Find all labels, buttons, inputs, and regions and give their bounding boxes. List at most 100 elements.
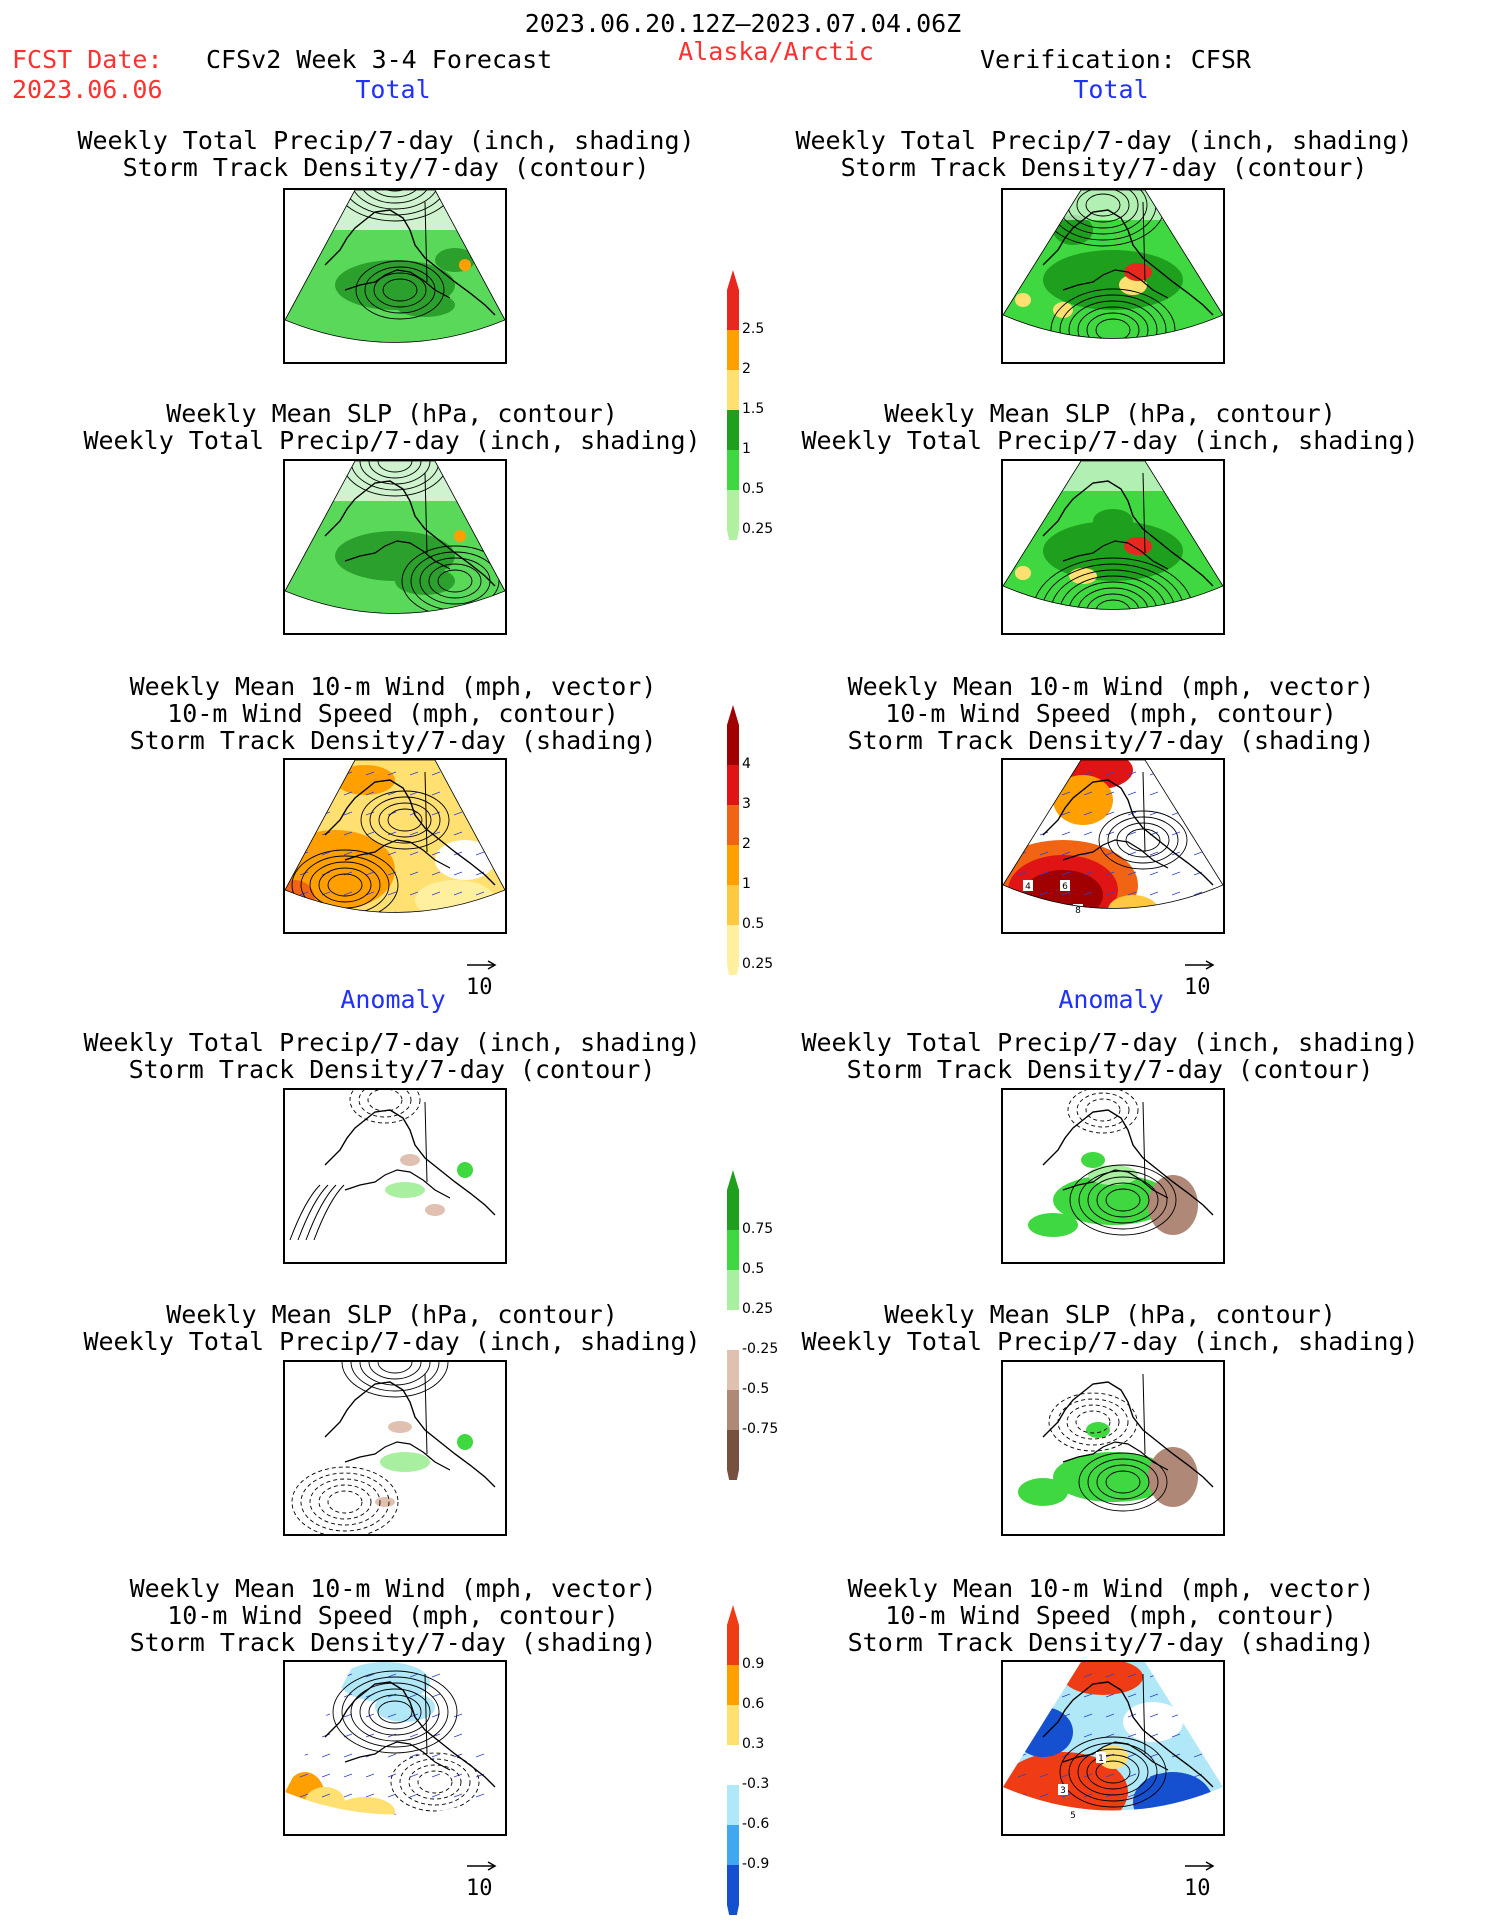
wind-vector xyxy=(453,831,463,836)
wind-vector xyxy=(1127,1773,1137,1778)
shading-region xyxy=(395,293,455,317)
contour-line xyxy=(300,1472,390,1532)
wind-vector xyxy=(1105,771,1115,776)
wind-vector xyxy=(409,1773,419,1778)
shading-region xyxy=(1043,521,1183,581)
panel-title: Weekly Mean SLP (hPa, contour) Weekly Tot… xyxy=(801,399,1419,455)
colorbar-swatch xyxy=(727,925,739,965)
wind-vector xyxy=(1061,1713,1071,1718)
wind-vector xyxy=(1172,1814,1180,1817)
wind-vector xyxy=(1106,912,1114,915)
wind-vector xyxy=(299,891,309,896)
wind-vector xyxy=(387,1793,397,1798)
shading-region xyxy=(388,1421,412,1433)
wind-vector xyxy=(453,1813,463,1815)
map-boundary xyxy=(285,190,505,343)
panel-title: Weekly Total Precip/7-day (inch, shading… xyxy=(83,1028,701,1084)
border-line xyxy=(1142,1101,1146,1183)
wind-vector xyxy=(431,1673,441,1678)
colorbar-tick-label: -0.75 xyxy=(742,1421,779,1437)
wind-vector xyxy=(1039,891,1049,896)
shading-region xyxy=(1148,1175,1198,1235)
contour-label-bg xyxy=(1058,1784,1068,1795)
shading-region xyxy=(375,1692,435,1722)
colorbar-tick-label: -0.25 xyxy=(742,1341,779,1357)
wind-vector xyxy=(409,1813,419,1815)
coastline xyxy=(1062,1169,1169,1199)
contour-line xyxy=(1077,587,1149,610)
border-line xyxy=(1142,1373,1146,1455)
wind-vector xyxy=(1193,771,1203,776)
wind-vector xyxy=(1127,771,1137,776)
wind-vector xyxy=(1171,831,1181,836)
wind-vector xyxy=(475,891,485,896)
wind-vector xyxy=(1105,831,1115,836)
wind-vector xyxy=(1127,871,1137,876)
wind-vector xyxy=(321,1753,331,1758)
wind-vector xyxy=(453,1793,463,1798)
map-obs-slp-precip-total xyxy=(1001,459,1225,635)
colorbar-swatch xyxy=(727,1430,739,1470)
wind-vector xyxy=(299,1813,309,1815)
wind-vector xyxy=(365,891,375,896)
wind-vector xyxy=(453,871,463,876)
wind-vector xyxy=(299,1773,309,1778)
contour-line xyxy=(377,461,413,473)
wind-vector xyxy=(387,1673,397,1678)
wind-vector xyxy=(387,891,397,896)
shading-region xyxy=(1069,568,1097,584)
contour-line xyxy=(1069,1164,1177,1236)
contour-line xyxy=(1041,563,1185,610)
wind-vector xyxy=(1127,1733,1137,1738)
wind-vector xyxy=(453,911,463,913)
map-boundary xyxy=(1003,461,1223,610)
map-fcst-wind-track-anom xyxy=(283,1660,507,1836)
wind-vector xyxy=(1061,1733,1071,1738)
wind-vector xyxy=(299,1793,309,1798)
wind-vector xyxy=(1127,1693,1137,1698)
shading-region xyxy=(385,1182,425,1198)
coastline xyxy=(344,540,451,570)
contour-line xyxy=(355,260,445,320)
wind-vector xyxy=(299,831,309,836)
wind-vector xyxy=(1039,1713,1049,1718)
wind-vector xyxy=(1193,891,1203,896)
contour-line xyxy=(1059,575,1167,610)
wind-vector xyxy=(387,1713,397,1718)
map-fcst-wind-track-total xyxy=(283,758,507,934)
colorbar-tick-label: 1 xyxy=(742,441,751,457)
panel-title: Weekly Mean 10-m Wind (mph, vector) 10-m … xyxy=(129,672,657,755)
contour-label-bg xyxy=(1073,904,1083,915)
contour-line xyxy=(387,808,423,832)
coastline xyxy=(324,1381,496,1488)
panel-title: Weekly Total Precip/7-day (inch, shading… xyxy=(795,126,1413,182)
wind-vector xyxy=(1083,1673,1093,1678)
coastline xyxy=(1042,209,1214,316)
colorbar-tick-label: 2 xyxy=(742,361,751,377)
contour-line xyxy=(373,272,427,308)
shading-region xyxy=(1003,190,1223,220)
wind-vector xyxy=(1105,851,1115,856)
contour-line xyxy=(378,802,432,838)
colorbar-swatch xyxy=(727,1350,739,1390)
wind-vector xyxy=(1061,771,1071,776)
contour-line xyxy=(350,1682,440,1742)
section-total-left: Total xyxy=(355,75,431,104)
colorbar-swatch xyxy=(727,490,739,530)
colorbar-tick-label: 0.25 xyxy=(742,1301,774,1317)
wind-vector xyxy=(431,911,441,913)
coastline xyxy=(344,1169,451,1199)
wind-vector xyxy=(365,771,375,776)
contour-label: 6 xyxy=(1062,882,1068,892)
colorbar-swatch xyxy=(727,805,739,845)
wind-vector xyxy=(1061,1773,1071,1778)
shading-region xyxy=(1093,509,1133,533)
colorbar-tick-label: 4 xyxy=(742,756,751,772)
contour-line xyxy=(1068,581,1158,610)
colorbar-tick-label: 0.6 xyxy=(742,1696,765,1712)
wind-vector xyxy=(1061,831,1071,836)
wind-vector xyxy=(321,1813,331,1815)
contour-line xyxy=(1032,557,1194,610)
contour-label-bg xyxy=(1068,1809,1078,1820)
contour-line xyxy=(1095,1760,1131,1784)
